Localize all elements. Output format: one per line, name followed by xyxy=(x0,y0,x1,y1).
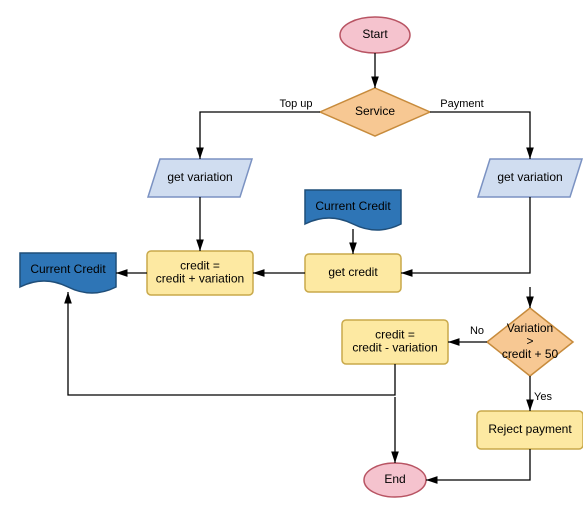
node-sub: credit =credit - variation xyxy=(342,320,448,364)
node-service: Service xyxy=(320,88,430,136)
edge-label: Top up xyxy=(279,98,312,110)
edge-1: Top up xyxy=(200,98,320,159)
edge-7 xyxy=(401,197,530,273)
node-getcredit: get credit xyxy=(305,254,401,292)
node-label: credit = xyxy=(375,328,415,342)
edge-label: Payment xyxy=(440,98,483,110)
edge-2: Payment xyxy=(430,98,530,159)
node-label: Current Credit xyxy=(30,262,106,276)
node-cc_out: Current Credit xyxy=(20,253,116,293)
node-reject: Reject payment xyxy=(477,411,583,449)
node-end: End xyxy=(364,463,426,497)
node-label: Start xyxy=(362,27,388,41)
node-add: credit =credit + variation xyxy=(147,251,253,295)
edge-9: No xyxy=(448,325,487,342)
node-label: Reject payment xyxy=(488,422,572,436)
node-label: get variation xyxy=(167,170,232,184)
node-label: credit + 50 xyxy=(502,347,559,361)
node-gv_right: get variation xyxy=(478,159,582,197)
node-label: credit = xyxy=(180,259,220,273)
edge-label: No xyxy=(470,325,484,337)
node-label: get variation xyxy=(497,170,562,184)
flowchart-canvas: Start Service get variation get variation Cu… xyxy=(0,0,583,530)
edge-label: Yes xyxy=(534,391,552,403)
edge-13 xyxy=(426,449,530,480)
edge-10: Yes xyxy=(530,376,552,411)
node-gv_left: get variation xyxy=(148,159,252,197)
node-cond: Variation>credit + 50 xyxy=(487,308,573,376)
node-label: Current Credit xyxy=(315,199,391,213)
node-label: Variation xyxy=(507,321,553,335)
node-start: Start xyxy=(340,17,410,53)
node-label: credit - variation xyxy=(352,341,437,355)
node-cc_in: Current Credit xyxy=(305,190,401,230)
node-label: Service xyxy=(355,104,395,118)
node-label: get credit xyxy=(328,265,378,279)
node-label: credit + variation xyxy=(156,272,244,286)
node-label: End xyxy=(384,472,405,486)
node-label: > xyxy=(526,334,533,348)
